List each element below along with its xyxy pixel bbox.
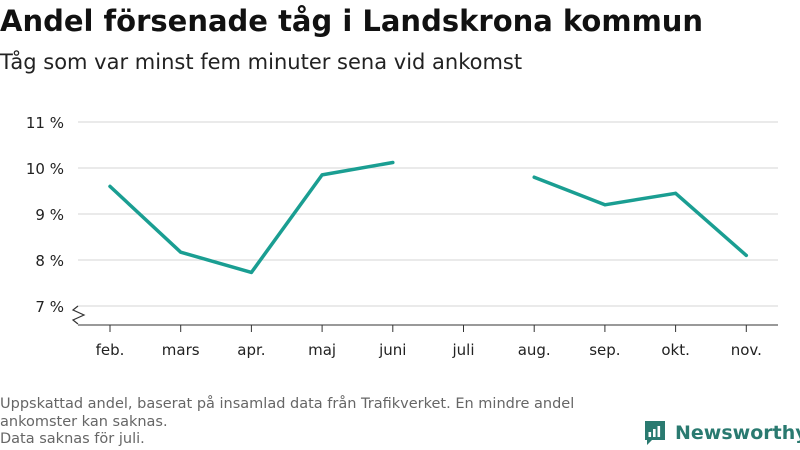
data-point <box>249 270 253 274</box>
data-point <box>674 191 678 195</box>
x-tick-label: nov. <box>731 341 762 359</box>
x-tick-label: feb. <box>96 341 125 359</box>
chart-subtitle: Tåg som var minst fem minuter sena vid a… <box>0 50 523 74</box>
data-point <box>320 173 324 177</box>
brand-logo: Newsworthy <box>643 419 800 447</box>
chart-title: Andel försenade tåg i Landskrona kommun <box>0 4 704 38</box>
series-line-segment <box>532 175 749 258</box>
brand-name: Newsworthy <box>675 422 800 444</box>
x-tick-label: aug. <box>518 341 551 359</box>
x-tick-label: sep. <box>589 341 620 359</box>
data-point <box>744 253 748 257</box>
footnote: Uppskattad andel, baserat på insamlad da… <box>0 396 640 449</box>
data-point <box>532 175 536 179</box>
y-tick-label: 10 % <box>26 160 64 178</box>
x-tick-label: juli <box>451 341 474 359</box>
x-tick-label: maj <box>308 341 336 359</box>
data-point <box>391 160 395 164</box>
y-tick-label: 9 % <box>35 206 64 224</box>
x-tick-label: juni <box>378 341 406 359</box>
axis-break-icon <box>71 305 86 325</box>
y-tick-label: 8 % <box>35 252 64 270</box>
data-point <box>603 203 607 207</box>
footnote-line-1: Uppskattad andel, baserat på insamlad da… <box>0 396 575 430</box>
y-tick-label: 11 % <box>26 114 64 132</box>
series-line-segment <box>108 160 395 275</box>
data-point <box>108 184 112 188</box>
footnote-line-2: Data saknas för juli. <box>0 431 145 447</box>
newsworthy-logo-icon <box>645 421 665 445</box>
data-point <box>179 250 183 254</box>
x-tick-label: mars <box>162 341 200 359</box>
line-chart: 7 % 8 % 9 % 10 % 11 % feb. mars apr. maj juni juli… <box>26 114 778 359</box>
x-tick-label: okt. <box>661 341 690 359</box>
x-tick-label: apr. <box>237 341 265 359</box>
y-tick-label: 7 % <box>35 298 64 316</box>
